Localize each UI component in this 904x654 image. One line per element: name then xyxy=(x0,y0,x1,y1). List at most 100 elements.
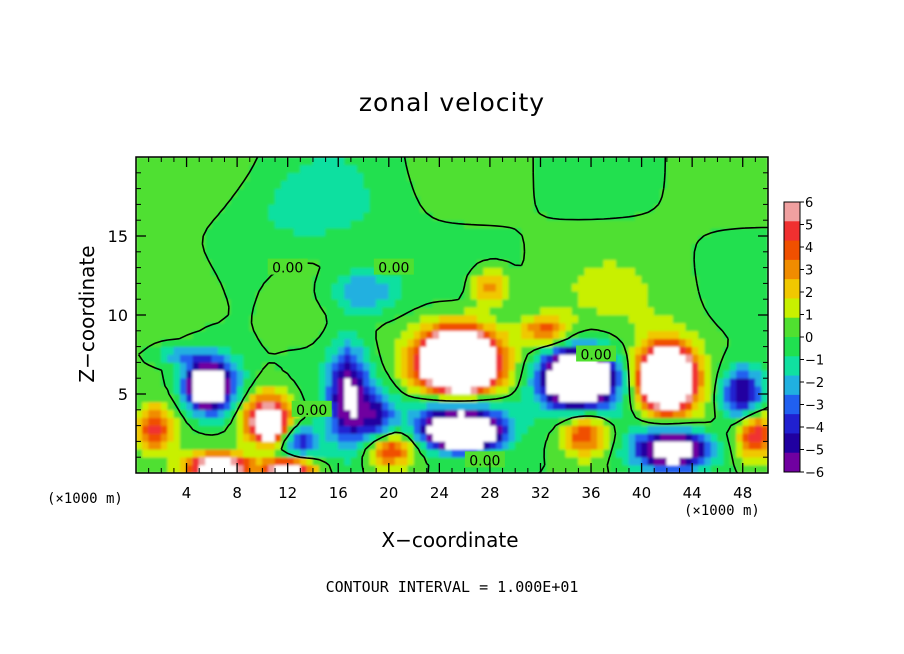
field-cell xyxy=(729,362,737,371)
field-cell xyxy=(312,172,320,181)
field-cell xyxy=(325,464,333,473)
field-cell xyxy=(211,212,219,221)
field-cell xyxy=(192,188,200,197)
field-cell xyxy=(584,298,592,308)
field-cell xyxy=(590,456,598,466)
field-cell xyxy=(281,164,288,174)
field-cell xyxy=(559,330,567,339)
field-cell xyxy=(394,164,402,174)
field-cell xyxy=(426,409,434,418)
field-cell xyxy=(413,433,421,442)
field-cell xyxy=(420,417,428,426)
field-cell xyxy=(337,433,345,442)
field-cell xyxy=(565,370,573,379)
field-cell xyxy=(167,409,175,418)
field-cell xyxy=(432,401,440,411)
field-cell xyxy=(173,251,181,260)
field-cell xyxy=(559,204,567,213)
field-cell xyxy=(217,456,225,466)
field-cell xyxy=(356,235,364,245)
field-cell xyxy=(755,164,762,174)
field-cell xyxy=(224,314,232,324)
field-cell xyxy=(293,212,301,221)
field-cell xyxy=(136,401,143,411)
field-cell xyxy=(167,298,175,308)
field-cell xyxy=(470,393,478,403)
field-cell xyxy=(401,338,409,347)
field-cell xyxy=(243,227,251,237)
field-cell xyxy=(426,441,434,450)
field-cell xyxy=(224,362,232,371)
field-cell xyxy=(325,188,333,197)
field-cell xyxy=(508,172,516,181)
field-cell xyxy=(300,433,307,442)
field-cell xyxy=(666,377,674,387)
field-cell xyxy=(622,275,630,284)
field-cell xyxy=(293,354,301,363)
field-cell xyxy=(281,330,288,339)
field-cell xyxy=(356,291,364,300)
field-cell xyxy=(458,188,465,197)
field-cell xyxy=(312,267,320,276)
field-cell xyxy=(660,425,668,434)
field-cell xyxy=(192,259,200,268)
field-cell xyxy=(527,409,535,418)
field-cell xyxy=(736,409,744,418)
field-cell xyxy=(173,204,181,213)
field-cell xyxy=(622,212,630,221)
field-cell xyxy=(546,464,554,473)
field-cell xyxy=(243,456,251,466)
field-cell xyxy=(262,188,270,197)
field-cell xyxy=(243,449,251,458)
field-cell xyxy=(502,283,510,292)
field-cell xyxy=(356,259,364,268)
field-cell xyxy=(230,449,238,458)
field-cell xyxy=(136,338,143,347)
field-cell xyxy=(552,275,560,284)
field-cell xyxy=(660,362,668,371)
field-cell xyxy=(666,449,674,458)
field-cell xyxy=(672,417,680,426)
field-cell xyxy=(432,441,440,450)
field-cell xyxy=(755,354,762,363)
field-cell xyxy=(356,243,364,253)
field-cell xyxy=(476,212,484,221)
field-cell xyxy=(634,259,642,268)
field-cell xyxy=(287,196,295,205)
field-cell xyxy=(483,291,491,300)
field-cell xyxy=(742,346,750,355)
field-cell xyxy=(698,275,706,284)
field-cell xyxy=(736,243,744,253)
field-cell xyxy=(186,433,194,442)
field-cell xyxy=(375,180,383,189)
field-cell xyxy=(710,449,718,458)
field-cell xyxy=(761,338,768,347)
field-cell xyxy=(388,425,396,434)
field-cell xyxy=(337,464,345,473)
field-cell xyxy=(388,322,396,332)
field-cell xyxy=(495,346,503,355)
field-cell xyxy=(704,188,712,197)
field-cell xyxy=(590,362,598,371)
field-cell xyxy=(628,306,636,316)
field-cell xyxy=(154,385,162,395)
field-cell xyxy=(616,243,623,253)
field-cell xyxy=(578,322,586,332)
field-cell xyxy=(748,251,756,260)
field-cell xyxy=(653,243,661,253)
field-cell xyxy=(590,164,598,174)
field-cell xyxy=(243,354,251,363)
field-cell xyxy=(337,354,345,363)
field-cell xyxy=(546,354,554,363)
field-cell xyxy=(761,409,768,418)
field-cell xyxy=(325,425,333,434)
field-cell xyxy=(527,259,535,268)
field-cell xyxy=(312,219,320,229)
field-cell xyxy=(413,370,421,379)
field-cell xyxy=(382,227,390,237)
field-cell xyxy=(660,235,668,245)
field-cell xyxy=(350,362,358,371)
field-cell xyxy=(350,227,358,237)
field-cell xyxy=(186,425,194,434)
field-cell xyxy=(439,204,446,213)
